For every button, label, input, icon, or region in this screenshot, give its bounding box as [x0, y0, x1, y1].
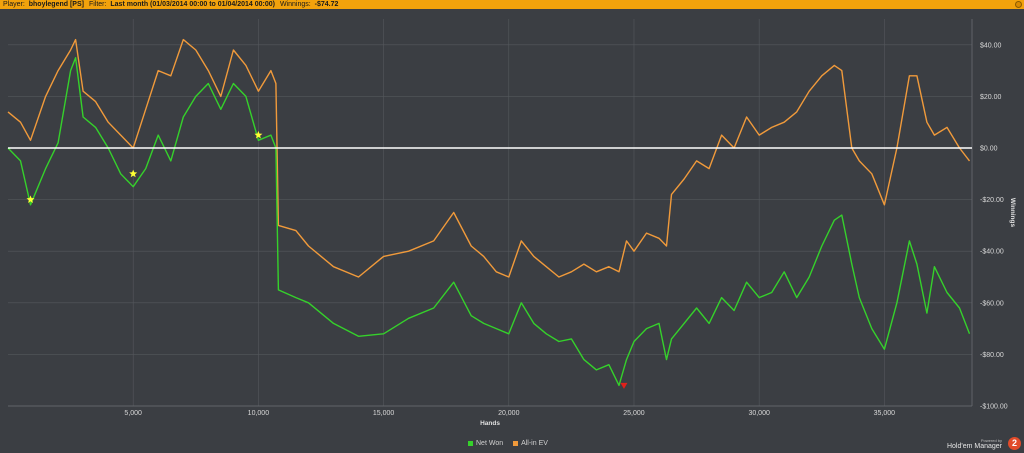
star-marker: [129, 169, 138, 178]
min-marker: [620, 382, 628, 389]
x-tick-label: 5,000: [124, 410, 142, 417]
filter-bar: Player: bhoylegend [PS] Filter: Last mon…: [0, 0, 1024, 9]
y-tick-label: $0.00: [980, 146, 998, 153]
player-label: Player:: [3, 1, 25, 8]
y-axis-title: Winnings: [1009, 198, 1016, 228]
y-tick-label: -$80.00: [980, 352, 1004, 359]
winnings-chart: $40.00 $20.00 $0.00 -$20.00 -$40.00 -$60.00 -$…: [7, 19, 1016, 427]
y-tick-label: $20.00: [980, 94, 1002, 101]
player-value: bhoylegend [PS]: [28, 1, 84, 8]
winnings-value: -$74.72: [314, 1, 339, 8]
legend-swatch-net-won: [468, 440, 473, 446]
chart-legend: Net Won All-in EV: [468, 440, 556, 447]
y-tick-label: -$100.00: [980, 404, 1008, 411]
brand-product-name: Hold'em Manager: [946, 443, 1002, 450]
brand-powered-by: Powered by: [980, 438, 1002, 443]
brand-badge-icon: 2: [1008, 437, 1021, 450]
series-line-net-won: [7, 57, 971, 387]
legend-item-net-won[interactable]: Net Won: [468, 440, 503, 447]
filter-value: Last month (01/03/2014 00:00 to 01/04/20…: [110, 1, 275, 8]
star-marker: [254, 130, 263, 139]
series-line-all-in-ev: [7, 38, 971, 278]
legend-label-all-in-ev: All-in EV: [521, 440, 548, 447]
y-tick-label: -$40.00: [980, 249, 1004, 256]
legend-swatch-all-in-ev: [513, 440, 519, 446]
x-tick-label: 20,000: [498, 410, 520, 417]
x-tick-label: 10,000: [248, 410, 270, 417]
y-tick-label: -$60.00: [980, 300, 1004, 307]
legend-label-net-won: Net Won: [476, 440, 504, 447]
x-tick-label: 30,000: [748, 410, 770, 417]
x-axis-title: Hands: [480, 420, 500, 427]
legend-item-all-in-ev[interactable]: All-in EV: [513, 440, 548, 447]
winnings-label: Winnings:: [279, 1, 311, 8]
x-tick-label: 15,000: [373, 410, 395, 417]
y-tick-label: $40.00: [980, 42, 1002, 49]
star-marker: [26, 195, 35, 203]
y-tick-label: -$20.00: [980, 197, 1004, 204]
brand-logo: Powered by Hold'em Manager 2: [944, 435, 1024, 453]
options-button[interactable]: [1015, 1, 1022, 8]
x-tick-label: 35,000: [874, 410, 896, 417]
x-tick-label: 25,000: [623, 410, 645, 417]
filter-label: Filter:: [88, 1, 107, 8]
